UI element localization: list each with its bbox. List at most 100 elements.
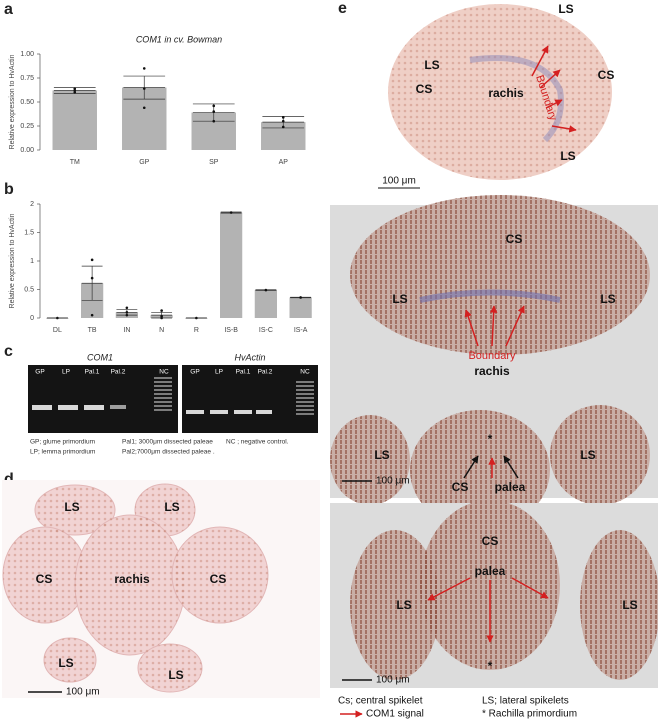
data-point <box>212 119 216 123</box>
gel-lane: Pal.2 <box>258 369 273 376</box>
label: LS <box>580 448 595 462</box>
data-point <box>56 316 59 320</box>
y-tick-label: 2 <box>30 201 34 208</box>
data-point <box>264 288 268 292</box>
label: * <box>488 432 493 446</box>
label: LS <box>424 58 439 72</box>
gel-legend: LP; lemma primordium <box>30 449 95 456</box>
label: CS <box>210 572 227 586</box>
gel-gene: HvActin <box>234 352 265 362</box>
label: rachis <box>474 364 510 378</box>
panel-letter: a <box>4 1 13 18</box>
panel-letter: e <box>338 0 347 17</box>
gel-bands <box>32 405 272 414</box>
bar <box>289 297 312 318</box>
arrows <box>463 455 519 479</box>
arrows <box>464 305 525 478</box>
data-point <box>73 91 77 94</box>
label: palea <box>475 564 506 578</box>
label: LS <box>560 149 575 163</box>
x-tick-label: GP <box>139 159 149 166</box>
y-axis-label: Relative expression to HvActin <box>9 213 16 308</box>
x-tick-label: SP <box>209 159 219 166</box>
gel-legend: GP; glume primordium <box>30 439 95 446</box>
label: CS <box>482 534 499 548</box>
gel-lane: NC <box>300 369 310 376</box>
x-tick-label: DL <box>53 327 62 334</box>
x-tick-label: IS-B <box>224 327 238 334</box>
legend-text: COM1 signal <box>366 709 424 720</box>
data-point <box>125 313 129 317</box>
data-point <box>160 316 163 320</box>
scale-label: 100 μm <box>382 176 416 187</box>
gel-lane: GP <box>35 369 44 376</box>
gel-image <box>182 365 318 433</box>
data-point <box>73 87 77 90</box>
gel-image <box>28 365 178 433</box>
y-tick-label: 0.00 <box>20 147 34 154</box>
legend-text: * Rachilla primordium <box>482 709 577 720</box>
bar <box>52 90 97 150</box>
data-point <box>281 125 285 129</box>
label: rachis <box>114 572 150 586</box>
label: LS <box>164 500 179 514</box>
data-point <box>73 89 77 92</box>
y-tick-label: 1.5 <box>24 229 34 236</box>
gel-ladder <box>154 377 314 415</box>
boundary-label: Boundary <box>468 350 516 362</box>
data-point <box>299 296 302 299</box>
arrows <box>427 577 549 643</box>
label: * <box>488 659 493 673</box>
data-point <box>142 87 146 90</box>
x-tick-label: N <box>159 327 164 334</box>
label: CS <box>598 68 615 82</box>
label: CS <box>506 232 523 246</box>
label: CS <box>452 480 469 494</box>
label: LS <box>622 598 637 612</box>
gel-lane: Pal.1 <box>85 369 100 376</box>
x-tick-label: IS-C <box>259 327 273 334</box>
data-point <box>229 211 233 214</box>
label: CS <box>416 82 433 96</box>
bar <box>220 212 243 318</box>
chart-title: COM1 in cv. Bowman <box>136 34 222 44</box>
panel-letter: c <box>4 343 13 360</box>
y-tick-label: 0.75 <box>20 75 34 82</box>
label: LS <box>392 292 407 306</box>
x-tick-label: TB <box>88 327 97 334</box>
gel-lane: LP <box>215 369 223 376</box>
legend-text: Cs; central spikelet <box>338 696 423 707</box>
label: LS <box>64 500 79 514</box>
gel-lane: Pal.2 <box>111 369 126 376</box>
y-tick-label: 0.5 <box>24 286 34 293</box>
scale-label: 100 μm <box>66 687 100 698</box>
scale-label: 100 μm <box>376 476 410 487</box>
legend-text: LS; lateral spikelets <box>482 696 569 707</box>
gel-legend: NC ; negative control. <box>226 439 289 446</box>
label: rachis <box>488 86 524 100</box>
data-point <box>90 276 94 280</box>
label: LS <box>396 598 411 612</box>
y-tick-label: 1 <box>30 258 34 265</box>
data-point <box>90 313 94 317</box>
x-tick-label: TM <box>70 159 80 166</box>
panel-letter: b <box>4 181 14 198</box>
data-point <box>125 306 129 310</box>
label: LS <box>58 656 73 670</box>
data-point <box>125 311 129 314</box>
label: LS <box>600 292 615 306</box>
label: palea <box>495 480 526 494</box>
x-tick-label: IN <box>123 327 130 334</box>
gel-lane: LP <box>62 369 70 376</box>
data-point <box>142 67 146 70</box>
scale-label: 100 μm <box>376 675 410 686</box>
y-axis-label: Relative expression to HvActin <box>9 54 16 149</box>
tissue-texture <box>3 484 268 692</box>
label: LS <box>168 668 183 682</box>
gel-legend: Pal1; 3000μm dissected paleae <box>122 439 213 446</box>
gel-lane: GP <box>190 369 199 376</box>
gel-lane: NC <box>159 369 169 376</box>
label: LS <box>558 2 573 16</box>
data-point <box>160 309 163 312</box>
